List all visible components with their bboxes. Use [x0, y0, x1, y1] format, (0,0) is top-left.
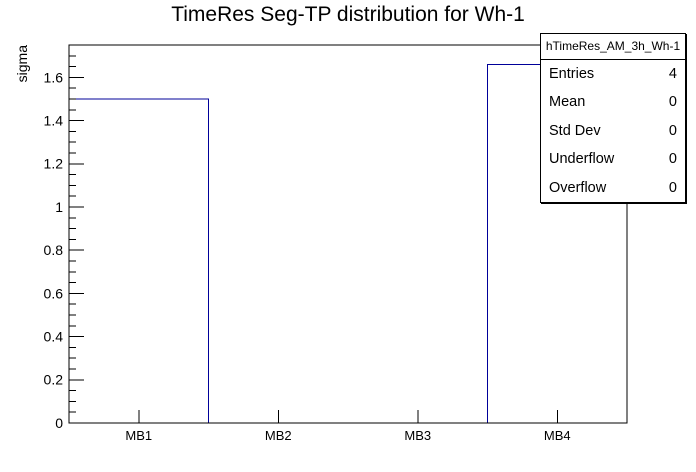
stats-row: Entries 4	[541, 60, 685, 88]
chart-title: TimeRes Seg-TP distribution for Wh-1	[171, 3, 525, 26]
x-axis-ticks	[138, 410, 558, 423]
stats-row-value: 0	[668, 179, 677, 196]
y-tick-label: 1.2	[44, 156, 64, 172]
stats-row-label: Std Dev	[549, 122, 601, 139]
y-tick-label: 0.6	[44, 285, 64, 301]
stats-title: hTimeRes_AM_3h_Wh-1	[541, 34, 685, 60]
stats-row: Mean 0	[541, 88, 685, 116]
y-tick-label: 0	[55, 415, 63, 431]
stats-row-value: 0	[668, 122, 677, 139]
x-axis-labels: MB1 MB2 MB3 MB4	[125, 428, 570, 443]
stats-row-label: Overflow	[549, 179, 607, 196]
stats-box: hTimeRes_AM_3h_Wh-1 Entries 4 Mean 0 Std…	[540, 33, 686, 203]
stats-row-label: Mean	[549, 94, 586, 111]
stats-row-value: 0	[668, 94, 677, 111]
y-tick-label: 1.6	[44, 69, 64, 85]
y-tick-label: 0.8	[44, 242, 64, 258]
y-tick-label: 0.4	[44, 329, 64, 345]
x-tick-label: MB3	[404, 428, 431, 443]
y-axis-labels: 0 0.2 0.4 0.6 0.8 1 1.2 1.4 1.6	[44, 69, 64, 431]
y-tick-label: 1.4	[44, 113, 64, 129]
stats-row: Overflow 0	[541, 174, 685, 202]
x-tick-label: MB1	[125, 428, 152, 443]
y-tick-label: 0.2	[44, 372, 64, 388]
y-axis-ticks	[69, 55, 84, 424]
stats-row: Underflow 0	[541, 145, 685, 173]
stats-row: Std Dev 0	[541, 117, 685, 145]
x-tick-label: MB4	[544, 428, 571, 443]
x-tick-label: MB2	[265, 428, 292, 443]
stats-row-value: 4	[668, 66, 677, 82]
stats-row-label: Underflow	[549, 151, 615, 168]
stats-row-label: Entries	[549, 66, 595, 82]
plot-frame	[68, 44, 628, 424]
y-axis-title: sigma	[14, 45, 30, 83]
y-tick-label: 1	[55, 199, 63, 215]
stats-row-value: 0	[668, 151, 677, 168]
